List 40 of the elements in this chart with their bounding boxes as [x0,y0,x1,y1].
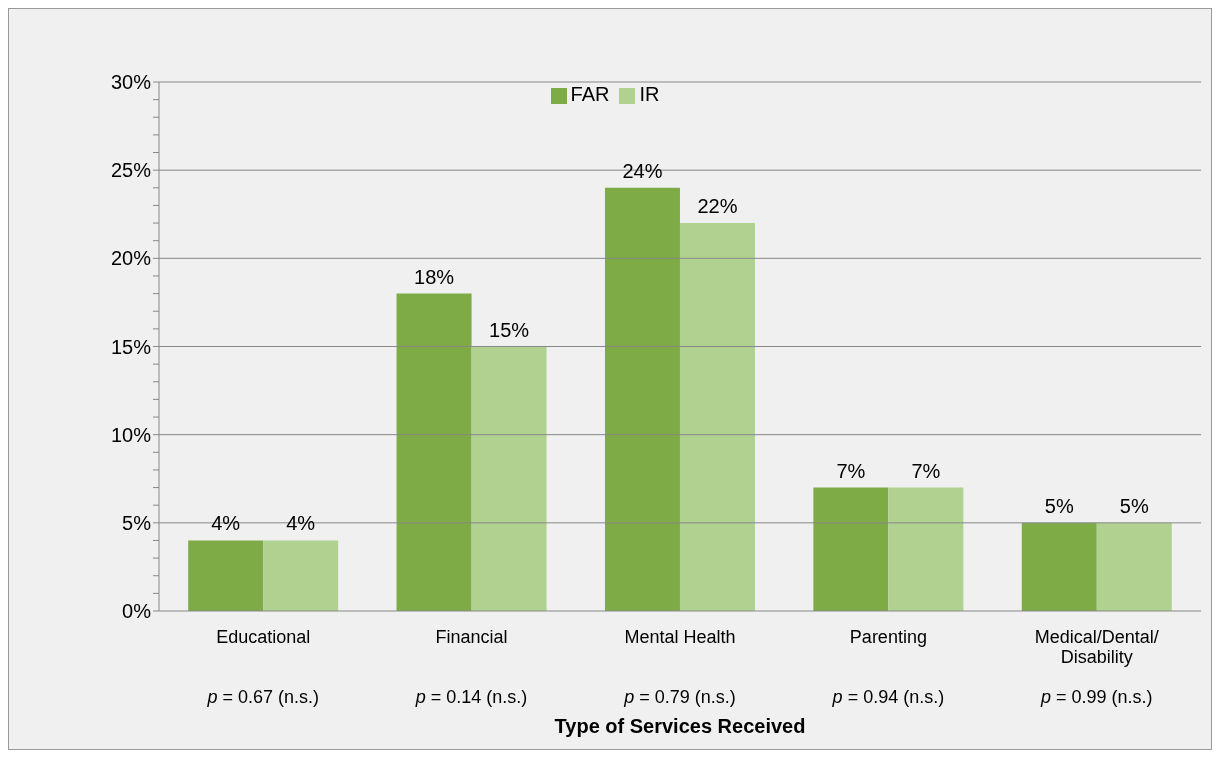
bar [813,487,889,611]
data-label: 4% [286,512,316,535]
x-tick-label: Medical/Dental/Disability [1034,627,1159,667]
bar [1096,522,1172,611]
data-label: 7% [911,459,941,482]
x-tick-label: Financial [435,627,508,647]
bar [471,346,547,611]
y-tick-label: 25% [110,159,152,182]
x-axis-title: Type of Services Received [554,715,806,737]
data-label: 5% [1044,494,1074,517]
legend-label: FAR [570,83,610,105]
y-tick-label: 0% [122,600,152,623]
y-tick-label: 15% [110,335,152,358]
bar [604,187,680,611]
legend-label: IR [639,83,660,105]
y-tick-label: 20% [110,247,152,270]
bar [888,487,964,611]
data-label: 15% [489,318,530,341]
x-tick-label: Educational [216,627,311,647]
text: p = 0.94 (n.s.) [831,687,945,707]
x-tick-label: Mental Health [624,627,736,647]
bar [396,293,472,611]
data-label: 24% [622,159,663,182]
text: p = 0.14 (n.s.) [414,687,528,707]
x-tick-label: Parenting [849,627,927,647]
data-label: 5% [1119,494,1149,517]
data-label: 18% [414,265,455,288]
y-tick-label: 5% [122,511,152,534]
text: p = 0.79 (n.s.) [623,687,736,707]
text: p = 0.67 (n.s.) [206,687,319,707]
bar [188,540,264,611]
data-label: 22% [697,195,738,218]
y-tick-label: 10% [110,423,152,446]
bar [263,540,339,611]
data-label: 7% [836,459,866,482]
text: p = 0.99 (n.s.) [1040,687,1153,707]
bar [679,223,755,611]
bar [1021,522,1097,611]
y-tick-label: 30% [110,71,152,94]
data-label: 4% [211,512,241,535]
